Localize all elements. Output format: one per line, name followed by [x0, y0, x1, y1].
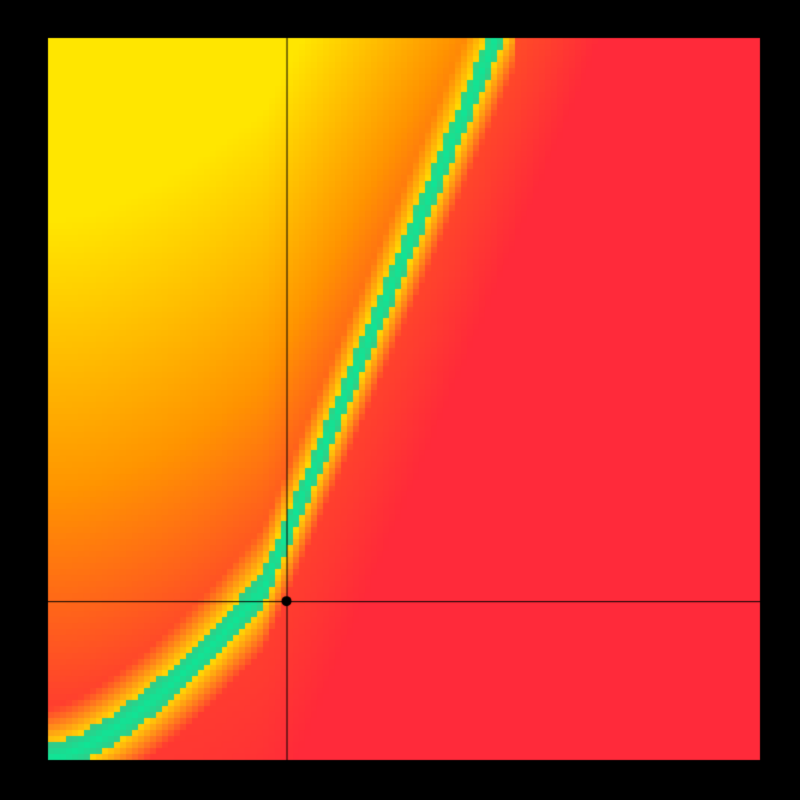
chart-container: TheBottleneck.com [0, 0, 800, 800]
bottleneck-heatmap [0, 0, 800, 800]
